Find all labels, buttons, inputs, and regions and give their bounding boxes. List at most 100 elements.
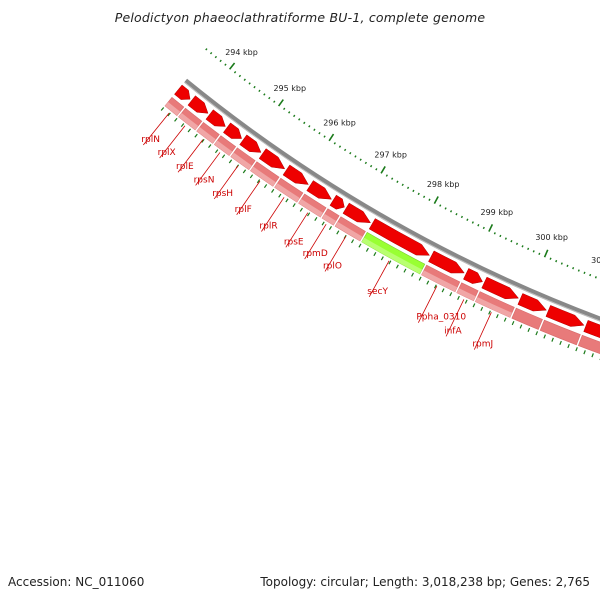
gene-label-rplE[interactable]: rplE	[176, 162, 194, 172]
cds-arrow-rplO[interactable]	[342, 202, 371, 224]
map-title: Pelodictyon phaeoclathratiforme BU-1, co…	[114, 10, 486, 25]
gene-leader-line	[324, 235, 347, 272]
gene-feature-shade	[361, 237, 423, 274]
cds-arrow-rplN[interactable]	[174, 84, 191, 100]
gene-feature-shade	[250, 166, 276, 187]
cds-arrow-rplE[interactable]	[205, 109, 226, 127]
gene-label-rplN[interactable]: rplN	[141, 135, 160, 145]
band-tick	[380, 256, 384, 261]
minor-tick	[258, 89, 261, 93]
gene-feature-shade	[214, 140, 233, 156]
minor-tick	[401, 183, 404, 187]
cds-arrow-rpmD[interactable]	[329, 194, 345, 210]
tick-label: 300 kbp	[535, 233, 568, 242]
gene-label-rpsH[interactable]: rpsH	[212, 189, 233, 199]
band-tick	[495, 314, 499, 319]
minor-tick	[298, 118, 301, 121]
minor-tick	[412, 189, 415, 193]
band-tick	[321, 221, 325, 226]
gene-band	[164, 96, 600, 355]
cds-arrow-secY[interactable]	[368, 218, 430, 256]
gene-leader-line	[368, 260, 390, 297]
band-tick	[519, 324, 523, 329]
major-tick	[277, 99, 284, 107]
gene-label-rplF[interactable]: rplF	[235, 205, 252, 215]
tick-label: 301 kbp	[591, 256, 600, 265]
cds-arrow-rplR[interactable]	[282, 164, 309, 185]
band-tick	[433, 284, 437, 289]
band-tick	[307, 212, 311, 217]
minor-tick	[555, 259, 558, 263]
gene-leader-line	[236, 180, 261, 215]
minor-tick	[594, 276, 597, 279]
band-tick	[411, 272, 414, 277]
band-tick	[503, 317, 507, 322]
minor-tick	[248, 82, 251, 85]
major-tick	[488, 224, 494, 232]
cds-arrow-infA[interactable]	[463, 268, 483, 284]
minor-tick	[349, 151, 352, 155]
minor-tick	[439, 204, 442, 207]
gene-feature-extra	[511, 307, 543, 330]
band-tick	[271, 188, 275, 193]
band-tick	[551, 337, 554, 342]
accession-text: Accession: NC_011060	[8, 575, 145, 589]
band-tick	[403, 268, 407, 273]
cds-arrow-rplF[interactable]	[258, 148, 286, 170]
band-tick	[441, 288, 445, 293]
minor-tick	[444, 207, 447, 210]
cds-arrow-extra	[583, 320, 600, 338]
band-tick	[488, 310, 491, 315]
minor-tick	[482, 226, 485, 230]
genome-backbone	[183, 78, 600, 322]
cds-arrow-rpsN[interactable]	[222, 122, 242, 139]
gene-feature-shade	[164, 102, 181, 116]
cds-arrow-rpsE[interactable]	[306, 180, 332, 200]
gene-leader-line	[285, 212, 309, 248]
cds-arrow-rplX[interactable]	[187, 95, 209, 114]
minor-tick	[338, 145, 342, 148]
gene-label-rpmJ[interactable]: rpmJ	[472, 340, 493, 350]
band-tick	[543, 334, 546, 339]
tick-label: 294 kbp	[225, 48, 258, 57]
band-tick	[535, 331, 539, 336]
minor-tick	[375, 168, 378, 171]
cds-arrow-Ppha_0310[interactable]	[428, 250, 465, 274]
gene-label-rpsN[interactable]: rpsN	[194, 175, 215, 185]
gene-label-rplR[interactable]: rplR	[259, 221, 277, 231]
major-tick	[229, 62, 236, 70]
minor-tick	[253, 85, 256, 89]
gene-feature-shade	[322, 213, 337, 226]
minor-tick	[354, 155, 357, 158]
band-tick	[464, 299, 468, 304]
band-tick	[228, 159, 233, 164]
gene-label-rpsE[interactable]: rpsE	[284, 237, 304, 247]
band-tick	[278, 193, 282, 198]
band-tick	[373, 252, 377, 257]
gene-label-rplX[interactable]: rplX	[158, 148, 176, 158]
minor-tick	[318, 131, 321, 135]
minor-tick	[224, 63, 227, 66]
band-tick	[201, 138, 205, 143]
band-tick	[194, 133, 198, 138]
gene-leader-line	[177, 139, 204, 173]
gene-label-rpmD[interactable]: rpmD	[303, 249, 328, 259]
tick-label: 295 kbp	[273, 84, 306, 93]
gene-label-Ppha_0310[interactable]: Ppha_0310	[416, 313, 466, 323]
band-tick	[511, 321, 515, 326]
gene-leader-line	[261, 197, 285, 232]
cds-arrow-rpmJ[interactable]	[481, 276, 519, 300]
minor-tick	[283, 107, 286, 111]
band-tick	[180, 123, 185, 128]
gene-feature-shade	[230, 152, 252, 170]
minor-tick	[333, 142, 336, 145]
minor-tick	[460, 215, 464, 219]
gene-label-secY[interactable]: secY	[367, 287, 388, 297]
cds-arrow-rpsH[interactable]	[239, 134, 262, 153]
gene-feature-shade	[178, 112, 199, 130]
gene-leader-line	[445, 299, 465, 337]
gene-label-infA[interactable]: infA	[444, 326, 462, 336]
minor-tick	[406, 186, 410, 190]
gene-label-rplO[interactable]: rplO	[323, 261, 342, 271]
